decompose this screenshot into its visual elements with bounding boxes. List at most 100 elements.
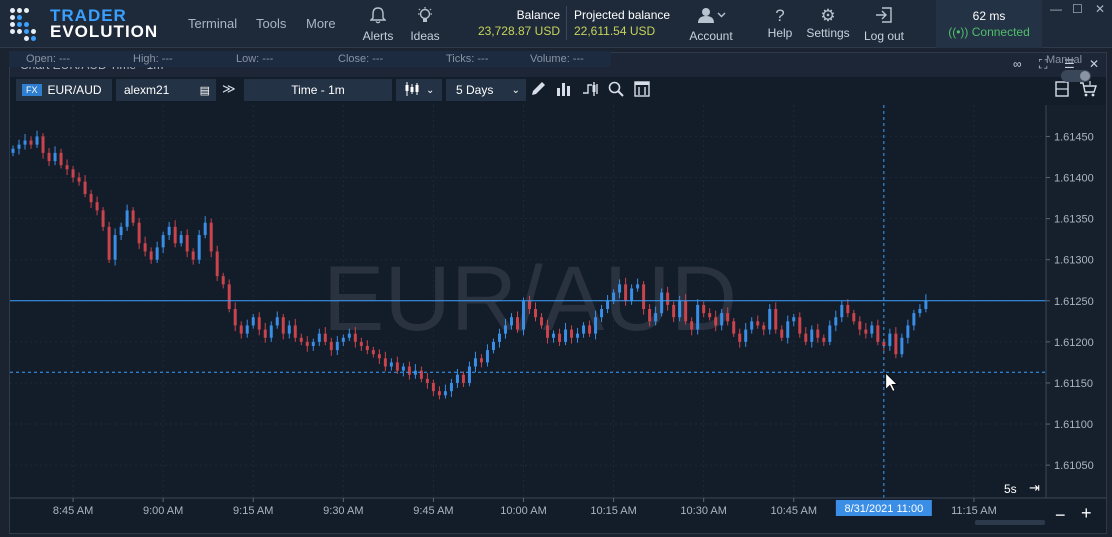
ideas-label: Ideas xyxy=(410,29,440,43)
candle-body xyxy=(744,329,748,342)
candle-body xyxy=(534,309,538,318)
account-selector[interactable]: alexm21 ▤ xyxy=(116,79,216,101)
minimize-window-icon[interactable]: — xyxy=(1050,2,1062,16)
manual-scale-toggle[interactable] xyxy=(1061,70,1091,82)
candle-body xyxy=(245,325,249,334)
account-card-icon: ▤ xyxy=(199,84,210,97)
candles xyxy=(11,130,928,400)
ideas-button[interactable]: Ideas xyxy=(405,6,445,43)
candle-body xyxy=(654,313,658,322)
period-selector[interactable]: 5 Days ⌄ xyxy=(446,79,526,101)
nav-tools[interactable]: Tools xyxy=(256,16,287,31)
candle-body xyxy=(29,140,33,145)
candle-body xyxy=(281,317,285,334)
candle-body xyxy=(353,333,357,342)
time-tick-label: 10:45 AM xyxy=(771,505,817,517)
candle-body xyxy=(690,321,694,330)
candle-body xyxy=(323,333,327,342)
timeframe-label: Time - 1m xyxy=(291,83,345,97)
candle-body xyxy=(113,235,117,260)
ohlc-open: Open: --- xyxy=(26,53,71,65)
panel-close-icon[interactable]: ✕ xyxy=(1089,57,1100,71)
time-tick-label: 9:00 AM xyxy=(143,505,183,517)
chart-type-selector[interactable]: ⌄ xyxy=(396,79,442,101)
logo-icon xyxy=(8,6,44,42)
candle-body xyxy=(443,391,447,396)
panel-menu-icon[interactable]: ☰ xyxy=(1064,57,1075,71)
order-book-icon[interactable] xyxy=(1055,81,1069,101)
candle-body xyxy=(77,177,81,182)
time-tick-label: 10:30 AM xyxy=(680,505,726,517)
maximize-window-icon[interactable]: ☐ xyxy=(1072,2,1083,16)
candle-body xyxy=(594,317,598,334)
candle-body xyxy=(305,341,309,346)
divider xyxy=(566,6,567,40)
candle-body xyxy=(251,317,255,326)
help-label: Help xyxy=(767,26,793,40)
indicators-bar-icon[interactable] xyxy=(556,81,572,101)
candle-body xyxy=(329,341,333,351)
price-tick-label: 1.61400 xyxy=(1054,173,1094,185)
candle-body xyxy=(431,382,435,392)
candle-body xyxy=(107,226,111,260)
connection-status: 62 ms ((•)) Connected xyxy=(936,0,1042,48)
link-icon[interactable]: ∞ xyxy=(1013,57,1022,71)
candle-body xyxy=(840,304,844,318)
candle-body xyxy=(798,317,802,334)
alerts-button[interactable]: Alerts xyxy=(358,6,398,43)
candle-body xyxy=(185,235,189,252)
candle-body xyxy=(287,325,291,334)
candle-body xyxy=(101,210,105,227)
candle-body xyxy=(119,226,123,236)
period-label: 5 Days xyxy=(456,83,494,97)
connection-status-text: Connected xyxy=(971,25,1030,39)
ohlc-low: Low: --- xyxy=(236,53,274,65)
zoom-search-icon[interactable] xyxy=(608,81,624,101)
ohlc-volume: Volume: --- xyxy=(530,53,584,65)
candle-body xyxy=(509,317,513,326)
candle-body xyxy=(413,370,417,375)
cart-icon[interactable] xyxy=(1079,81,1097,101)
user-icon xyxy=(684,6,738,29)
candle-body xyxy=(89,193,93,203)
candle-body xyxy=(377,354,381,359)
expand-icon[interactable]: ⛶ xyxy=(1039,57,1048,71)
candle-body xyxy=(612,292,616,301)
candle-body xyxy=(293,325,297,338)
nav-more[interactable]: More xyxy=(306,16,336,31)
pencil-draw-icon[interactable] xyxy=(530,81,546,101)
candle-body xyxy=(570,329,574,338)
scroll-to-end-icon[interactable]: ⇥ xyxy=(1029,480,1040,495)
candle-body xyxy=(371,350,375,355)
candle-body xyxy=(660,292,664,314)
candle-body xyxy=(762,325,766,330)
candle-body xyxy=(642,284,646,309)
symbol-selector[interactable]: FX EUR/AUD xyxy=(16,79,112,101)
candle-body xyxy=(552,333,556,338)
candle-body xyxy=(894,333,898,355)
close-window-icon[interactable]: ✕ xyxy=(1095,2,1106,16)
zoom-out-icon[interactable]: − xyxy=(1055,505,1066,525)
template-icon[interactable] xyxy=(634,81,650,101)
candle-body xyxy=(876,325,880,342)
nav-terminal[interactable]: Terminal xyxy=(188,16,238,31)
double-chevron-icon[interactable]: ≫ xyxy=(222,81,236,96)
candle-body xyxy=(11,148,15,153)
candle-body xyxy=(359,341,363,346)
ohlc-ticks: Ticks: --- xyxy=(446,53,489,65)
account-button[interactable]: Account xyxy=(684,6,738,43)
candle-body xyxy=(816,329,820,338)
candle-body xyxy=(425,378,429,383)
logout-button[interactable]: Log out xyxy=(858,6,910,43)
candle-body xyxy=(227,284,231,309)
candle-body xyxy=(209,222,213,252)
timeframe-selector[interactable]: Time - 1m xyxy=(244,79,392,101)
time-tick-label: 9:45 AM xyxy=(413,505,453,517)
candle-body xyxy=(197,235,201,260)
zoom-in-icon[interactable]: + xyxy=(1081,503,1092,523)
strategy-icon[interactable] xyxy=(582,81,600,101)
help-button[interactable]: ? Help xyxy=(762,6,798,40)
logout-label: Log out xyxy=(863,29,905,43)
settings-button[interactable]: ⚙ Settings xyxy=(801,6,855,40)
